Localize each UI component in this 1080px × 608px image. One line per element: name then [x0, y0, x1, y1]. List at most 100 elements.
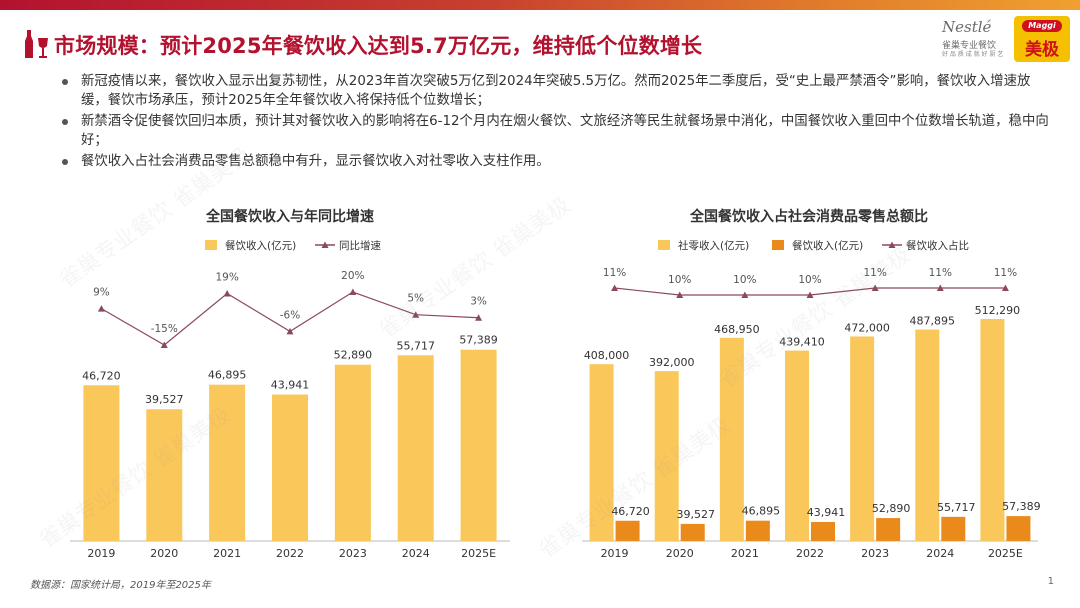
bar [680, 523, 705, 541]
bar-value-label: 392,000 [649, 356, 695, 369]
bar-value-label: 57,389 [1002, 500, 1041, 513]
nestle-subtitle: 雀巢专业餐饮 [942, 41, 997, 51]
x-tick-label: 2025E [988, 547, 1023, 560]
wine-bottle-icon [25, 30, 48, 58]
line-value-label: 11% [929, 267, 952, 279]
top-accent-bar [0, 0, 1080, 10]
line-value-label: 10% [668, 274, 691, 286]
chart-canvas: 餐饮收入(亿元) 同比增速 46,720 2019 39,527 2020 46,895 20… [70, 239, 510, 560]
bar-value-label: 55,717 [396, 339, 435, 352]
line-marker [611, 284, 619, 291]
x-tick-label: 2024 [402, 547, 430, 560]
line-value-label: 3% [470, 296, 487, 308]
legend-bar-swatch [658, 240, 670, 250]
x-tick-label: 2023 [861, 547, 889, 560]
page-number: 1 [1047, 576, 1054, 587]
x-tick-label: 2019 [601, 547, 629, 560]
bar-value-label: 39,527 [145, 393, 184, 406]
x-tick-label: 2021 [213, 547, 241, 560]
nestle-slogan: 好 品 质 成 就 好 厨 艺 [942, 51, 1004, 58]
x-tick-label: 2025E [461, 547, 496, 560]
x-tick-label: 2022 [796, 547, 824, 560]
line-marker [286, 327, 294, 335]
line-value-label: 9% [93, 287, 110, 299]
maggi-wordmark: Maggi [1022, 20, 1062, 32]
page-title: 市场规模：预计2025年餐饮收入达到5.7万亿元，维持低个位数增长 [54, 34, 703, 58]
x-tick-label: 2020 [150, 547, 178, 560]
line-marker [806, 291, 814, 298]
bar [811, 521, 835, 541]
nestle-logo: Nestlé 雀巢专业餐饮 好 品 质 成 就 好 厨 艺 [936, 18, 1010, 58]
line-value-label: 11% [994, 267, 1017, 279]
line-value-label: 5% [407, 293, 424, 305]
bar [941, 516, 966, 541]
bar-value-label: 46,895 [742, 505, 781, 518]
chart-title: 全国餐饮收入与年同比增速 [206, 209, 374, 225]
line-marker [936, 284, 944, 291]
bar-value-label: 55,717 [937, 501, 976, 514]
bar [209, 384, 246, 541]
line-marker [223, 290, 231, 297]
bar-value-label: 57,389 [459, 334, 498, 347]
line-value-label: -15% [151, 323, 178, 335]
bar-value-label: 487,895 [910, 315, 956, 328]
line-marker [475, 314, 483, 321]
bar-value-label: 468,950 [714, 323, 760, 336]
bar-value-label: 43,941 [271, 379, 310, 392]
line-value-label: 11% [603, 267, 626, 279]
x-tick-label: 2023 [339, 547, 367, 560]
bar [460, 349, 497, 541]
summary-bullets: 新冠疫情以来，餐饮收入显示出复苏韧性，从2023年首次突破5万亿到2024年突破… [62, 72, 1052, 173]
legend-label: 餐饮收入(亿元) [225, 239, 296, 252]
legend-label: 同比增速 [339, 239, 381, 252]
x-tick-label: 2022 [276, 547, 304, 560]
bar-value-label: 46,720 [82, 369, 121, 382]
bar [83, 385, 120, 541]
bar [397, 355, 434, 541]
bar-value-label: 52,890 [872, 502, 911, 515]
x-tick-label: 2019 [87, 547, 115, 560]
legend-marker-swatch [321, 241, 329, 248]
bullet-item: 餐饮收入占社会消费品零售总额稳中有升，显示餐饮收入对社零收入支柱作用。 [62, 152, 1052, 171]
bar-value-label: 408,000 [584, 349, 630, 362]
line-marker [160, 341, 168, 348]
line-marker [412, 311, 420, 318]
brand-logos: Nestlé 雀巢专业餐饮 好 品 质 成 就 好 厨 艺 Maggi 美极 [936, 16, 1070, 62]
line-value-label: 10% [733, 274, 756, 286]
bar-value-label: 46,895 [208, 369, 247, 382]
bar [615, 520, 640, 541]
bar [876, 518, 901, 541]
legend-bar-swatch [205, 240, 217, 250]
bar [146, 409, 183, 541]
bar-value-label: 39,527 [676, 508, 715, 521]
line-marker [1001, 284, 1009, 291]
line-marker [676, 291, 684, 298]
bar-value-label: 512,290 [975, 304, 1021, 317]
bar [589, 364, 614, 541]
line-marker [741, 291, 749, 298]
legend-label: 餐饮收入占比 [906, 239, 969, 252]
line-value-label: 20% [341, 270, 364, 282]
bar [334, 364, 371, 541]
line-value-label: -6% [280, 309, 300, 321]
chart-canvas: 社零收入(亿元) 餐饮收入(亿元) 餐饮收入占比 408,000 46,720 2019 3… [582, 239, 1041, 560]
bar-value-label: 52,890 [334, 349, 373, 362]
legend-marker-swatch [888, 241, 896, 248]
bar [850, 336, 875, 541]
line-marker [871, 284, 879, 291]
bar-value-label: 46,720 [611, 505, 650, 518]
bar [654, 371, 679, 541]
bar [980, 319, 1005, 541]
bar-value-label: 43,941 [807, 506, 846, 519]
bar [272, 394, 308, 541]
retail-share-chart: 全国餐饮收入占社会消费品零售总额比 社零收入(亿元) 餐饮收入(亿元) 餐饮收入占比… [574, 196, 1044, 566]
line-marker [349, 288, 357, 295]
legend-bar-swatch [772, 240, 784, 250]
line-marker [97, 305, 105, 312]
maggi-logo: Maggi 美极 [1014, 16, 1070, 62]
bar-value-label: 472,000 [844, 321, 890, 334]
maggi-chinese-name: 美极 [1025, 40, 1059, 60]
bullet-item: 新禁酒令促使餐饮回归本质，预计其对餐饮收入的影响将在6-12个月内在烟火餐饮、文… [62, 112, 1052, 150]
bar [719, 337, 744, 541]
x-tick-label: 2020 [666, 547, 694, 560]
